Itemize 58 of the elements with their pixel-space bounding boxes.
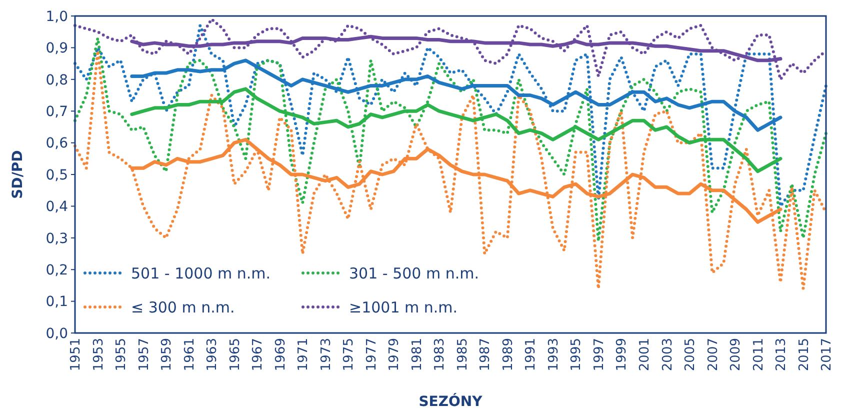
x-tick-label: 1989 bbox=[500, 338, 516, 372]
y-tick-label: 0,9 bbox=[46, 40, 68, 57]
y-tick-label: 0,8 bbox=[46, 72, 68, 88]
x-tick-label: 1967 bbox=[250, 338, 266, 372]
x-tick-label: 2001 bbox=[637, 338, 652, 372]
line-series bbox=[74, 36, 828, 243]
x-tick-label: 2007 bbox=[706, 338, 721, 372]
x-tick-label: 2015 bbox=[796, 338, 812, 372]
x-tick-label: 2017 bbox=[820, 338, 835, 372]
x-tick-label: 1957 bbox=[136, 338, 152, 372]
x-tick-label: 2013 bbox=[774, 338, 790, 372]
y-tick-label: 0,6 bbox=[46, 136, 68, 152]
legend-label: ≥1001 m n.m. bbox=[349, 298, 458, 316]
y-tick-label: 0,0 bbox=[46, 326, 68, 342]
x-tick-label: 1981 bbox=[410, 338, 425, 372]
y-tick-label: 0,2 bbox=[46, 262, 68, 278]
y-tick-label: 0,3 bbox=[46, 230, 68, 247]
y-tick-label: 0,5 bbox=[46, 167, 68, 184]
x-tick-label: 1995 bbox=[569, 338, 584, 372]
line-series bbox=[130, 34, 782, 62]
legend-label: ≤ 300 m n.m. bbox=[131, 298, 235, 316]
x-tick-label: 1965 bbox=[228, 338, 243, 372]
x-tick-label: 2005 bbox=[683, 338, 698, 372]
x-tick-label: 1975 bbox=[342, 338, 357, 372]
line-series bbox=[74, 49, 828, 290]
line-series bbox=[130, 58, 782, 132]
legend-label: 301 - 500 m n.m. bbox=[349, 264, 480, 282]
x-tick-label: 1963 bbox=[205, 338, 220, 372]
x-tick-label: 1955 bbox=[114, 338, 130, 372]
line-series bbox=[74, 24, 828, 208]
x-tick-label: 1983 bbox=[432, 338, 448, 372]
line-series bbox=[130, 87, 782, 174]
line-series bbox=[130, 138, 782, 224]
x-tick-label: 2003 bbox=[660, 338, 676, 372]
x-tick-label: 1969 bbox=[273, 338, 288, 372]
x-tick-label: 1977 bbox=[364, 338, 380, 372]
y-tick-label: 0,7 bbox=[46, 104, 68, 120]
legend-label: 501 - 1000 m n.m. bbox=[131, 264, 271, 282]
x-tick-label: 1979 bbox=[387, 338, 402, 372]
x-tick-label: 1971 bbox=[296, 338, 312, 372]
x-tick-label: 1951 bbox=[68, 338, 84, 372]
x-tick-label: 1991 bbox=[524, 338, 539, 372]
y-tick-label: 0,4 bbox=[46, 199, 68, 216]
y-axis-title: SD/PD bbox=[10, 150, 26, 199]
x-tick-label: 1959 bbox=[160, 338, 175, 372]
x-tick-label: 1961 bbox=[182, 338, 198, 372]
x-tick-label: 1993 bbox=[546, 338, 562, 372]
x-tick-label: 1973 bbox=[318, 338, 334, 372]
x-tick-label: 1999 bbox=[614, 338, 630, 372]
x-tick-label: 2009 bbox=[728, 338, 744, 372]
x-tick-label: 1953 bbox=[91, 338, 106, 372]
x-tick-label: 1987 bbox=[478, 338, 494, 372]
y-tick-label: 0,1 bbox=[46, 294, 68, 310]
x-tick-label: 2011 bbox=[751, 338, 766, 372]
y-tick-label: 1,0 bbox=[46, 8, 68, 25]
x-tick-label: 1985 bbox=[455, 338, 470, 372]
x-tick-label: 1997 bbox=[592, 338, 607, 372]
x-axis-title: SEZÓNY bbox=[418, 393, 484, 410]
